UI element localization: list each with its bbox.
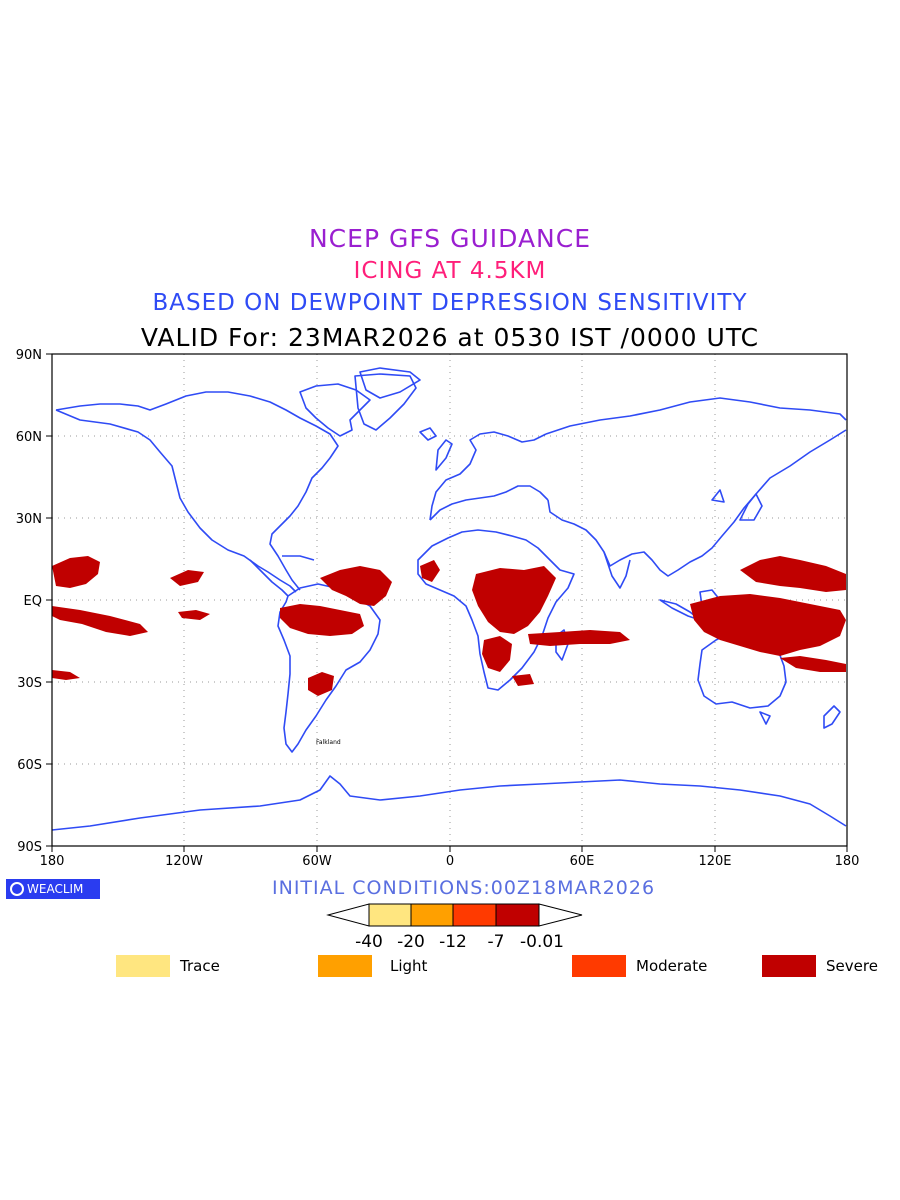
lon-label-60e: 60E bbox=[570, 854, 595, 869]
colorbar-severe bbox=[495, 903, 540, 927]
colorbar-trace bbox=[368, 903, 412, 927]
colorbar-tick: -20 bbox=[397, 932, 425, 952]
legend-swatch-trace bbox=[116, 955, 170, 977]
lon-label-120e: 120E bbox=[698, 854, 731, 869]
legend-label-trace: Trace bbox=[180, 957, 220, 975]
lon-label-180e: 180 bbox=[835, 854, 860, 869]
legend-swatch-moderate bbox=[572, 955, 626, 977]
colorbar-left-arrow bbox=[326, 903, 370, 927]
title-method: BASED ON DEWPOINT DEPRESSION SENSITIVITY bbox=[152, 290, 748, 316]
colorbar-tick: -0.01 bbox=[520, 932, 564, 952]
lat-label-90n: 90N bbox=[16, 348, 42, 363]
logo-ring-icon bbox=[10, 882, 24, 896]
lon-label-0: 0 bbox=[446, 854, 454, 869]
world-map: 90N 60N 30N EQ 30S 60S 90S 180 120W 60W … bbox=[16, 348, 860, 869]
tick-marks bbox=[46, 353, 848, 852]
title-valid-time: VALID For: 23MAR2026 at 0530 IST /0000 U… bbox=[140, 323, 760, 352]
legend-label-light: Light bbox=[390, 957, 428, 975]
lat-label-60n: 60N bbox=[16, 430, 42, 445]
colorbar-tick: -7 bbox=[488, 932, 505, 952]
lat-label-90s: 90S bbox=[17, 840, 42, 855]
initial-conditions: INITIAL CONDITIONS:00Z18MAR2026 bbox=[272, 877, 656, 899]
colorbar-moderate bbox=[452, 903, 497, 927]
title-parameter: ICING AT 4.5KM bbox=[353, 258, 547, 284]
legend-label-moderate: Moderate bbox=[636, 957, 708, 975]
lon-label-60w: 60W bbox=[302, 854, 332, 869]
colorbar-right-arrow bbox=[538, 903, 583, 927]
severe-icing-areas bbox=[52, 556, 846, 696]
title-model: NCEP GFS GUIDANCE bbox=[308, 224, 591, 253]
lon-label-180w: 180 bbox=[40, 854, 65, 869]
colorbar-tick: -40 bbox=[355, 932, 383, 952]
lat-label-30n: 30N bbox=[16, 512, 42, 527]
colorbar-light bbox=[410, 903, 454, 927]
logo-text: WEACLIM bbox=[27, 882, 84, 896]
place-label-falkland: Falkland bbox=[316, 739, 341, 746]
legend-label-severe: Severe bbox=[826, 957, 878, 975]
colorbar: -40 -20 -12 -7 -0.01 bbox=[326, 903, 583, 952]
lat-label-30s: 30S bbox=[17, 676, 42, 691]
lon-label-120w: 120W bbox=[165, 854, 203, 869]
legend-swatch-light bbox=[318, 955, 372, 977]
lat-label-eq: EQ bbox=[24, 594, 42, 609]
lat-label-60s: 60S bbox=[17, 758, 42, 773]
colorbar-tick: -12 bbox=[439, 932, 467, 952]
weaclim-logo: WEACLIM bbox=[6, 879, 100, 899]
legend-swatch-severe bbox=[762, 955, 816, 977]
